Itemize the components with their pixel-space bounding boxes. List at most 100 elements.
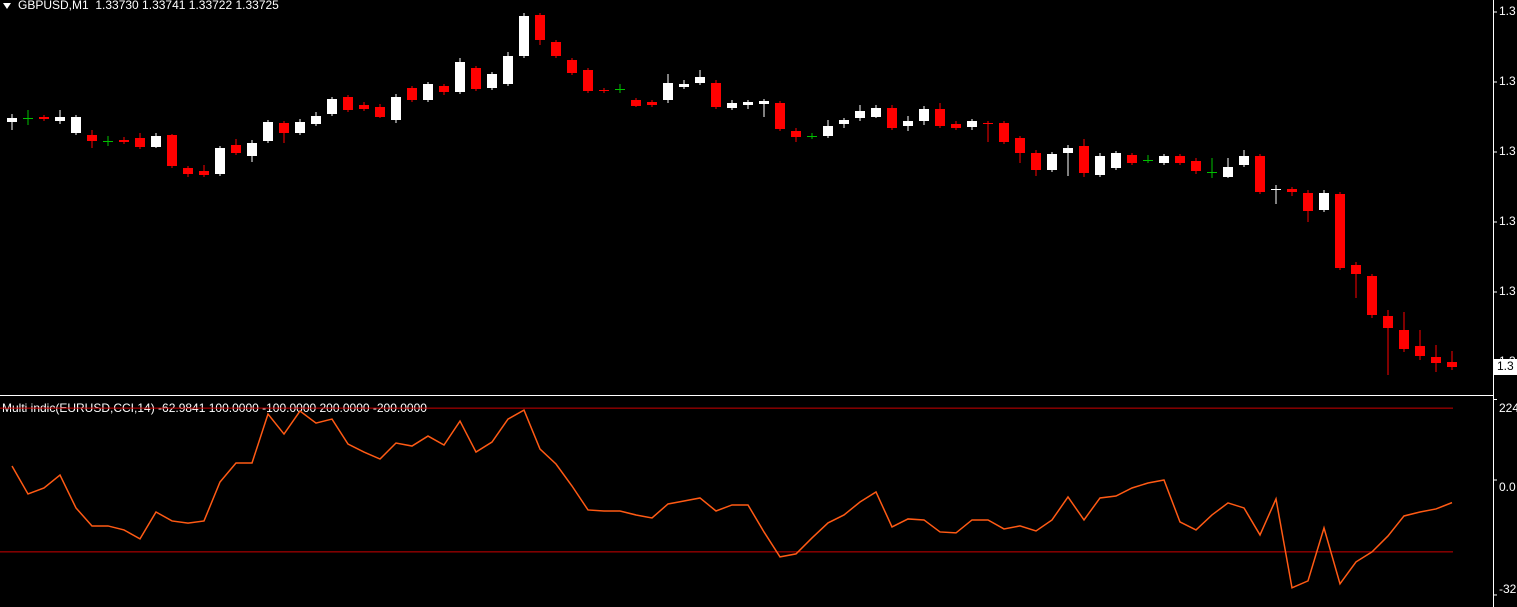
candle-body [1255, 156, 1265, 192]
last-price-label: 1.3 [1497, 359, 1514, 373]
candle-body [1111, 153, 1121, 168]
candle-body [215, 148, 225, 174]
candle-body [519, 16, 529, 56]
candle-body [103, 141, 113, 142]
y-tick-label: 1.3 [1499, 4, 1516, 18]
candle-body [71, 117, 81, 133]
candle-body [1303, 193, 1313, 211]
candle-body [359, 105, 369, 109]
candle-body [1031, 153, 1041, 170]
last-price-box [1494, 359, 1517, 375]
candle-body [983, 123, 993, 124]
y-tick-label: 1.3 [1499, 284, 1516, 298]
candle-body [1239, 156, 1249, 165]
candle-body [647, 102, 657, 105]
y-tick-label: 0.0 [1499, 480, 1516, 494]
candle-body [1207, 172, 1217, 173]
candle-body [583, 70, 593, 91]
candle-body [1367, 276, 1377, 315]
candle-body [439, 86, 449, 92]
candle-body [423, 84, 433, 100]
candle-body [1383, 316, 1393, 328]
candle-body [167, 135, 177, 166]
candle-body [7, 118, 17, 122]
y-tick-label: -32 [1499, 582, 1517, 596]
candle-body [327, 99, 337, 114]
candle-body [807, 136, 817, 137]
y-tick-label: 224 [1499, 401, 1517, 415]
candle-body [1447, 362, 1457, 367]
cci-line [11, 409, 1453, 589]
candle-body [263, 122, 273, 141]
candle-body [151, 136, 161, 147]
chart-title: GBPUSD,M1 1.33730 1.33741 1.33722 1.3372… [18, 0, 279, 12]
candle-body [951, 124, 961, 128]
candle-body [679, 84, 689, 87]
candle-body [1159, 156, 1169, 163]
candle-body [663, 83, 673, 100]
candle-body [967, 121, 977, 127]
candle-body [247, 143, 257, 156]
candle-body [727, 103, 737, 108]
y-tick-label: 1.3 [1499, 144, 1516, 158]
candle-body [39, 117, 49, 119]
y-tick-label: 1.3 [1499, 74, 1516, 88]
candle-body [551, 42, 561, 56]
candle-body [199, 171, 209, 175]
candle-body [823, 126, 833, 136]
candle-body [1399, 330, 1409, 349]
candle-body [855, 111, 865, 118]
candle-body [119, 140, 129, 142]
candle-body [1287, 189, 1297, 192]
candle-body [887, 108, 897, 128]
candle-body [1191, 161, 1201, 171]
candle-body [871, 108, 881, 117]
candle-body [391, 97, 401, 120]
candle-body [183, 168, 193, 174]
candle-body [231, 145, 241, 153]
candle-body [919, 109, 929, 121]
candle-body [279, 123, 289, 133]
candle-body [1175, 156, 1185, 163]
candle-body [1127, 155, 1137, 163]
candle-body [295, 122, 305, 133]
candle-body [711, 83, 721, 107]
candle-body [775, 103, 785, 129]
candle-body [1415, 346, 1425, 356]
candle-body [1015, 138, 1025, 153]
candle-body [535, 15, 545, 40]
candle-body [1079, 146, 1089, 173]
candle-body [1063, 148, 1073, 153]
menu-triangle[interactable] [3, 3, 11, 9]
candle-body [1431, 357, 1441, 363]
candle-body [839, 120, 849, 124]
candle-body [23, 118, 33, 119]
candle-body [1095, 156, 1105, 175]
candle-body [631, 100, 641, 106]
candle-body [1223, 167, 1233, 177]
candle-body [311, 116, 321, 124]
candle-body [1335, 194, 1345, 268]
candle-body [695, 77, 705, 83]
candle-body [615, 89, 625, 90]
candle-body [935, 109, 945, 126]
candle-body [999, 123, 1009, 142]
candle-body [487, 74, 497, 88]
candle-body [343, 97, 353, 110]
candle-body [455, 62, 465, 92]
candle-body [567, 60, 577, 73]
candle-body [375, 107, 385, 117]
candle-body [1319, 193, 1329, 210]
candle-body [1047, 154, 1057, 170]
candle-body [87, 135, 97, 141]
candle-body [743, 102, 753, 105]
candle-body [599, 90, 609, 91]
candle-body [1271, 189, 1281, 190]
candle-body [135, 138, 145, 147]
candle-body [1351, 265, 1361, 274]
candle-body [503, 56, 513, 84]
candle-body [759, 101, 769, 104]
